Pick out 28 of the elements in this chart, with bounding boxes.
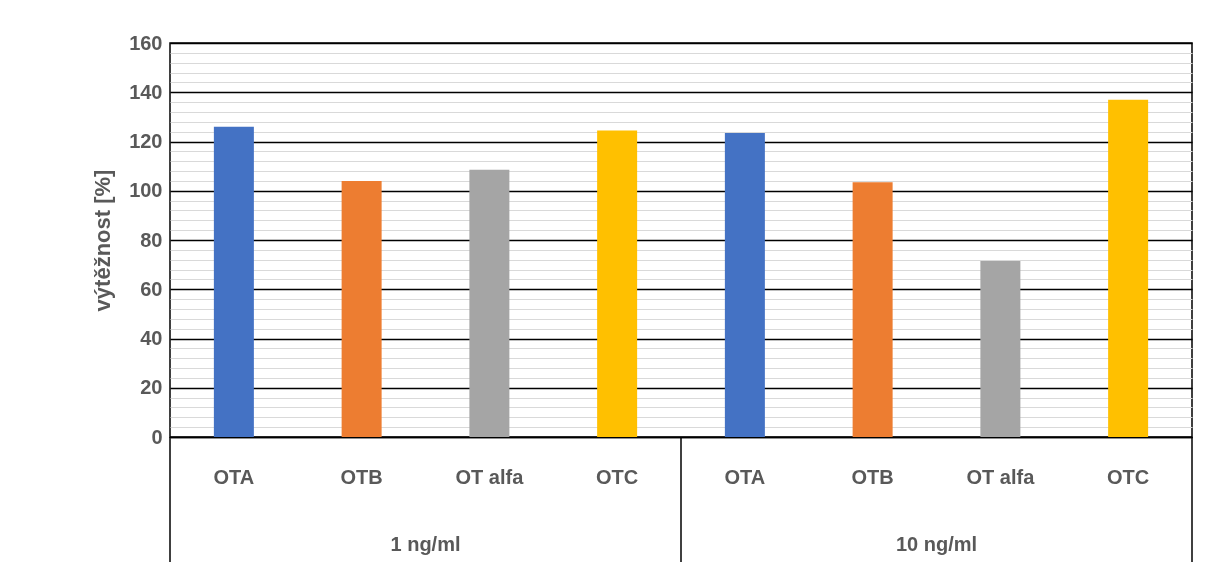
- bar: [724, 132, 765, 437]
- bar: [852, 182, 893, 437]
- bar: [1108, 99, 1149, 437]
- bar: [213, 126, 254, 437]
- x-tick-label: OTB: [851, 465, 894, 488]
- y-tick-label: 100: [129, 179, 163, 202]
- y-tick-label: 0: [151, 425, 163, 448]
- y-tick-label: 40: [140, 327, 163, 349]
- text: 10 ng/ml: [895, 533, 978, 555]
- y-axis-title: výtěžnost [%]: [90, 169, 116, 312]
- bar: [469, 169, 510, 437]
- x-tick-label: OTB: [340, 465, 383, 488]
- bar: [597, 130, 638, 437]
- x-tick-label: OTC: [1107, 465, 1150, 488]
- bar: [980, 260, 1021, 437]
- y-tick-label: 160: [129, 31, 163, 54]
- x-tick-label: OTA: [213, 465, 255, 488]
- x-tick-label: OT alfa: [455, 465, 525, 488]
- y-tick-label: 120: [129, 130, 163, 152]
- bar: [341, 180, 382, 437]
- x-tick-label: OTA: [724, 465, 766, 488]
- x-tick-label: OTC: [596, 465, 639, 488]
- y-tick-label: 140: [129, 80, 163, 103]
- text: 1 ng/ml: [390, 533, 461, 555]
- y-tick-label: 60: [140, 277, 163, 300]
- y-tick-label: 80: [140, 228, 163, 251]
- x-tick-label: OT alfa: [966, 465, 1036, 488]
- y-tick-label: 20: [140, 376, 163, 399]
